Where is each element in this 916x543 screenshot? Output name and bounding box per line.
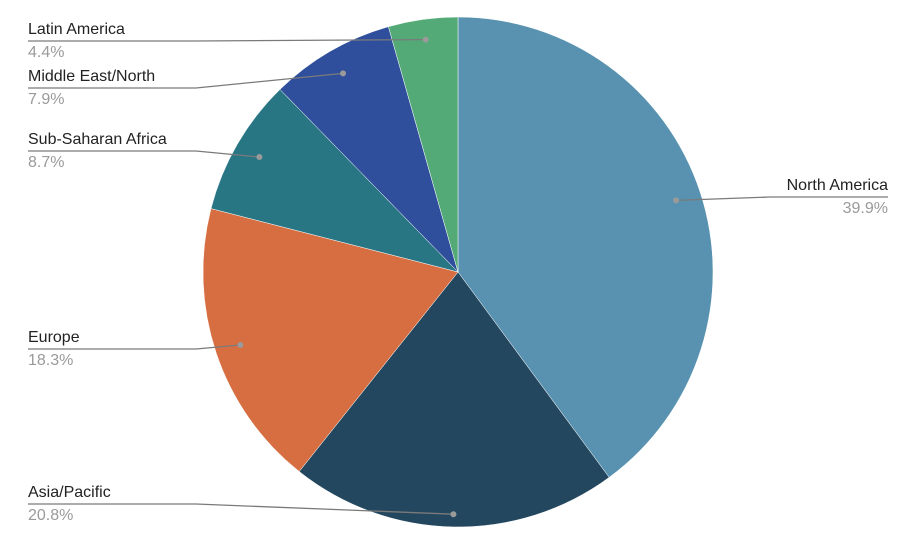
leader-dot-europe: [237, 341, 244, 348]
leader-line-europe: [28, 344, 241, 350]
pie-slice-europe: [202, 208, 459, 472]
slice-value-middle-east-north: 7.9%: [28, 91, 64, 108]
pie-slice-latin-america: [388, 16, 459, 273]
slice-label-latin-america: Latin America: [28, 21, 125, 38]
slice-value-sub-saharan-africa: 8.7%: [28, 154, 64, 171]
leader-line-asia-pacific: [28, 503, 454, 515]
pie-slice-middle-east-north: [279, 26, 459, 273]
leader-dot-north-america: [673, 197, 680, 204]
slice-labels: North America 39.9% Asia/Pacific 20.8% Europ…: [28, 21, 888, 524]
leader-dot-sub-saharan-africa: [256, 154, 263, 161]
leader-lines: [28, 36, 888, 518]
leader-line-middle-east-north: [28, 72, 344, 89]
leader-dot-asia-pacific: [450, 511, 457, 518]
slice-label-north-america: North America: [787, 177, 888, 194]
slice-value-europe: 18.3%: [28, 352, 73, 369]
leader-line-north-america: [676, 196, 888, 202]
leader-line-sub-saharan-africa: [28, 150, 260, 158]
slice-label-asia-pacific: Asia/Pacific: [28, 484, 111, 501]
pie-slices: [202, 16, 714, 528]
leader-line-latin-america: [28, 38, 426, 42]
slice-label-sub-saharan-africa: Sub-Saharan Africa: [28, 131, 167, 148]
slice-label-europe: Europe: [28, 329, 80, 346]
slice-value-latin-america: 4.4%: [28, 44, 64, 61]
pie-slice-north-america: [457, 16, 714, 478]
slice-value-asia-pacific: 20.8%: [28, 507, 73, 524]
pie-slice-asia-pacific: [298, 271, 610, 528]
pie-slice-sub-saharan-africa: [210, 89, 459, 273]
leader-dot-middle-east-north: [340, 70, 347, 77]
leader-dot-latin-america: [422, 36, 429, 43]
slice-value-north-america: 39.9%: [843, 200, 888, 217]
slice-label-middle-east-north: Middle East/North: [28, 68, 155, 85]
